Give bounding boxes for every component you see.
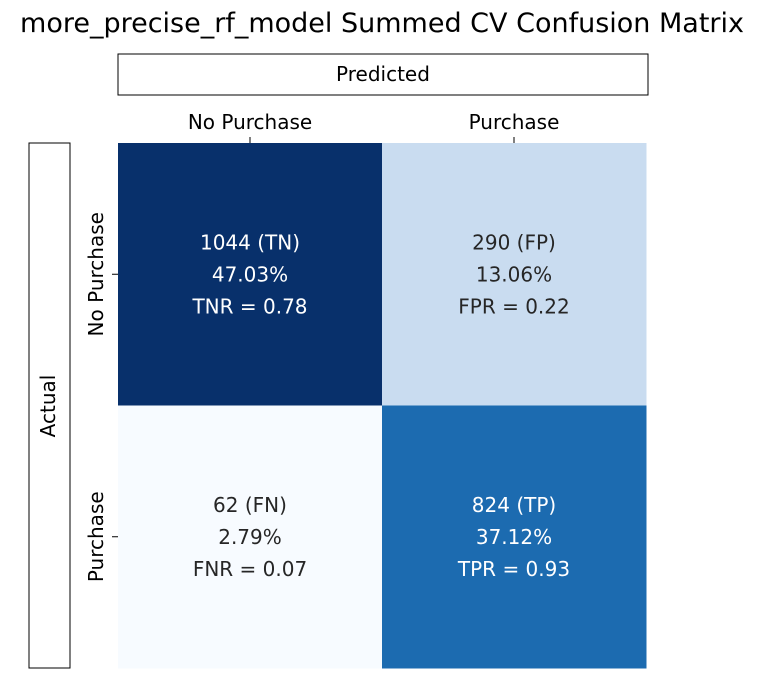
cell-count-label: 290 (FP): [472, 230, 556, 254]
x-axis-label: Predicted: [336, 62, 430, 86]
x-tick-labels: No Purchase Purchase: [188, 110, 560, 143]
heatmap-cell: [118, 143, 383, 406]
chart-title: more_precise_rf_model Summed CV Confusio…: [20, 8, 744, 39]
y-tick-label: No Purchase: [84, 212, 108, 336]
cell-percent-label: 13.06%: [476, 262, 552, 286]
cell-percent-label: 47.03%: [212, 262, 288, 286]
heatmap-cells: 1044 (TN) 47.03% TNR = 0.78 290 (FP) 13.06% F…: [118, 143, 647, 669]
y-axis-label: Actual: [36, 375, 60, 438]
cell-count-label: 824 (TP): [472, 493, 556, 517]
cell-rate-label: FNR = 0.07: [193, 557, 307, 581]
heatmap-cell: [382, 405, 647, 669]
y-tick-labels: No Purchase Purchase: [84, 212, 118, 582]
cell-percent-label: 37.12%: [476, 525, 552, 549]
cell-count-label: 1044 (TN): [200, 230, 300, 254]
heatmap-cell: [382, 143, 647, 406]
cell-rate-label: TPR = 0.93: [457, 557, 570, 581]
predicted-header-box: [117, 53, 649, 96]
cell-count-label: 62 (FN): [213, 493, 287, 517]
y-tick-label: Purchase: [84, 491, 108, 582]
cell-rate-label: FPR = 0.22: [458, 294, 569, 318]
x-tick-label: Purchase: [469, 110, 560, 134]
x-tick-label: No Purchase: [188, 110, 312, 134]
cell-rate-label: TNR = 0.78: [191, 294, 307, 318]
cell-percent-label: 2.79%: [218, 525, 282, 549]
actual-side-box: [28, 142, 71, 669]
heatmap-cell: [118, 405, 383, 669]
